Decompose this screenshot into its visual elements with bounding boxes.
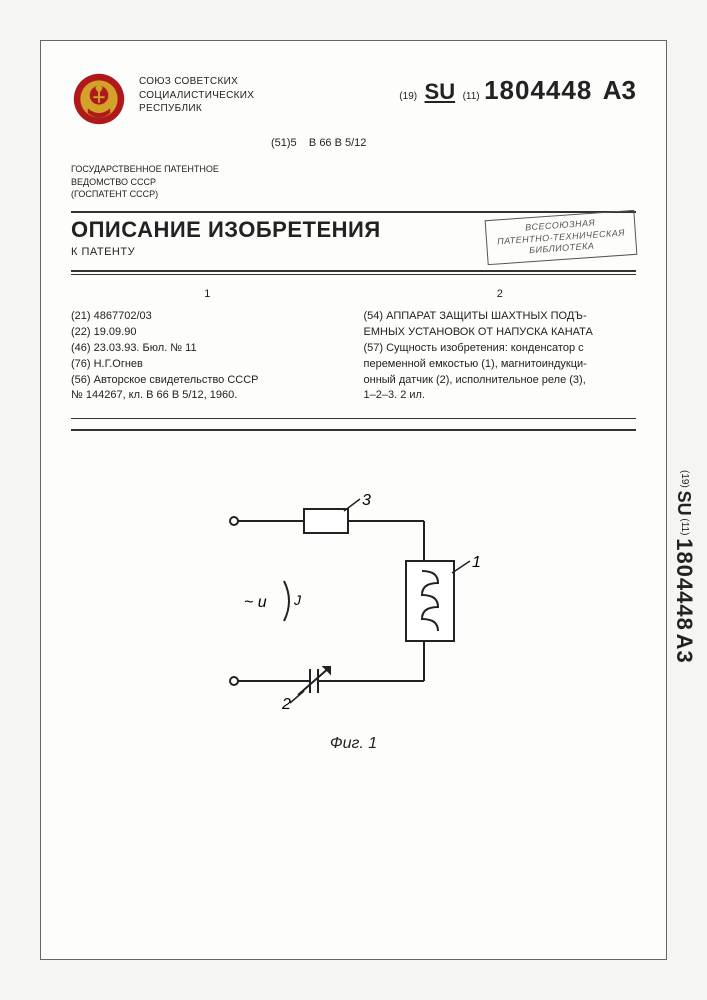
figure-1: 3 1 2 ~ u J Фиг. 1 bbox=[71, 471, 636, 771]
label-3: 3 bbox=[362, 492, 371, 509]
title-main: ОПИСАНИЕ ИЗОБРЕТЕНИЯ bbox=[71, 217, 381, 243]
union-line: СОЮЗ СОВЕТСКИХ bbox=[139, 75, 269, 89]
field-76: (76) Н.Г.Огнев bbox=[71, 357, 344, 373]
label-j: J bbox=[293, 592, 302, 608]
ipc-prefix: (51)5 bbox=[271, 137, 297, 149]
divider bbox=[71, 418, 636, 419]
field-21: (21) 4867702/03 bbox=[71, 309, 344, 325]
kind-code: A3 bbox=[603, 75, 636, 105]
column-2: 2 (54) АППАРАТ ЗАЩИТЫ ШАХТНЫХ ПОДЪ- ЕМНЫ… bbox=[364, 287, 637, 405]
field-56b: № 144267, кл. В 66 В 5/12, 1960. bbox=[71, 388, 344, 404]
field-56: (56) Авторское свидетельство СССР bbox=[71, 373, 344, 389]
union-line: СОЦИАЛИСТИЧЕСКИХ bbox=[139, 89, 269, 103]
field-54: (54) АППАРАТ ЗАЩИТЫ ШАХТНЫХ ПОДЪ- bbox=[364, 309, 637, 325]
title-block: ОПИСАНИЕ ИЗОБРЕТЕНИЯ К ПАТЕНТУ bbox=[71, 217, 381, 258]
prefix-11: (11) bbox=[463, 91, 480, 102]
figure-caption: Фиг. 1 bbox=[71, 735, 636, 753]
agency-line: ГОСУДАРСТВЕННОЕ ПАТЕНТНОЕ bbox=[71, 163, 636, 176]
side-country: SU bbox=[674, 491, 694, 516]
divider bbox=[71, 274, 636, 275]
field-57: (57) Сущность изобретения: конденсатор с bbox=[364, 341, 637, 357]
divider bbox=[71, 429, 636, 431]
title-row: ОПИСАНИЕ ИЗОБРЕТЕНИЯ К ПАТЕНТУ ВСЕСОЮЗНА… bbox=[71, 215, 636, 260]
side-kind: A3 bbox=[672, 634, 697, 664]
prefix-19: (19) bbox=[399, 91, 417, 102]
field-46: (46) 23.03.93. Бюл. № 11 bbox=[71, 341, 344, 357]
agency-block: ГОСУДАРСТВЕННОЕ ПАТЕНТНОЕ ВЕДОМСТВО СССР… bbox=[71, 163, 636, 201]
side-prefix11: (11) bbox=[679, 518, 690, 535]
side-publication-number: (19) SU (11) 1804448 A3 bbox=[671, 470, 697, 664]
ussr-emblem-icon bbox=[71, 71, 127, 127]
ipc-code: В 66 В 5/12 bbox=[309, 137, 367, 149]
title-sub: К ПАТЕНТУ bbox=[71, 246, 381, 258]
agency-line: (ГОСПАТЕНТ СССР) bbox=[71, 188, 636, 201]
ipc-classification: (51)5 В 66 В 5/12 bbox=[271, 137, 636, 149]
field-22: (22) 19.09.90 bbox=[71, 325, 344, 341]
biblio-columns: 1 (21) 4867702/03 (22) 19.09.90 (46) 23.… bbox=[71, 287, 636, 405]
label-u: ~ u bbox=[244, 594, 267, 611]
country-code: SU bbox=[425, 79, 456, 104]
side-prefix19: (19) bbox=[679, 470, 690, 488]
circuit-diagram-icon: 3 1 2 ~ u J bbox=[194, 471, 514, 731]
agency-line: ВЕДОМСТВО СССР bbox=[71, 176, 636, 189]
field-54b: ЕМНЫХ УСТАНОВОК ОТ НАПУСКА КАНАТА bbox=[364, 325, 637, 341]
patent-page: СОЮЗ СОВЕТСКИХ СОЦИАЛИСТИЧЕСКИХ РЕСПУБЛИ… bbox=[40, 40, 667, 960]
doc-number: 1804448 bbox=[484, 75, 592, 105]
label-2: 2 bbox=[281, 696, 291, 713]
field-57b: переменной емкостью (1), магнитоиндукци- bbox=[364, 357, 637, 373]
header-row: СОЮЗ СОВЕТСКИХ СОЦИАЛИСТИЧЕСКИХ РЕСПУБЛИ… bbox=[71, 71, 636, 127]
union-line: РЕСПУБЛИК bbox=[139, 102, 269, 116]
col-number: 2 bbox=[364, 287, 637, 303]
publication-number: (19) SU (11) 1804448 A3 bbox=[399, 71, 636, 106]
col-number: 1 bbox=[71, 287, 344, 303]
field-57d: 1–2–3. 2 ил. bbox=[364, 388, 637, 404]
union-text: СОЮЗ СОВЕТСКИХ СОЦИАЛИСТИЧЕСКИХ РЕСПУБЛИ… bbox=[139, 71, 269, 116]
divider bbox=[71, 270, 636, 272]
library-stamp: ВСЕСОЮЗНАЯ ПАТЕНТНО-ТЕХНИЧЕСКАЯ БИБЛИОТЕ… bbox=[485, 210, 638, 265]
label-1: 1 bbox=[472, 554, 481, 571]
field-57c: онный датчик (2), исполнительное реле (3… bbox=[364, 373, 637, 389]
side-number: 1804448 bbox=[672, 538, 697, 631]
divider bbox=[71, 211, 636, 213]
column-1: 1 (21) 4867702/03 (22) 19.09.90 (46) 23.… bbox=[71, 287, 344, 405]
